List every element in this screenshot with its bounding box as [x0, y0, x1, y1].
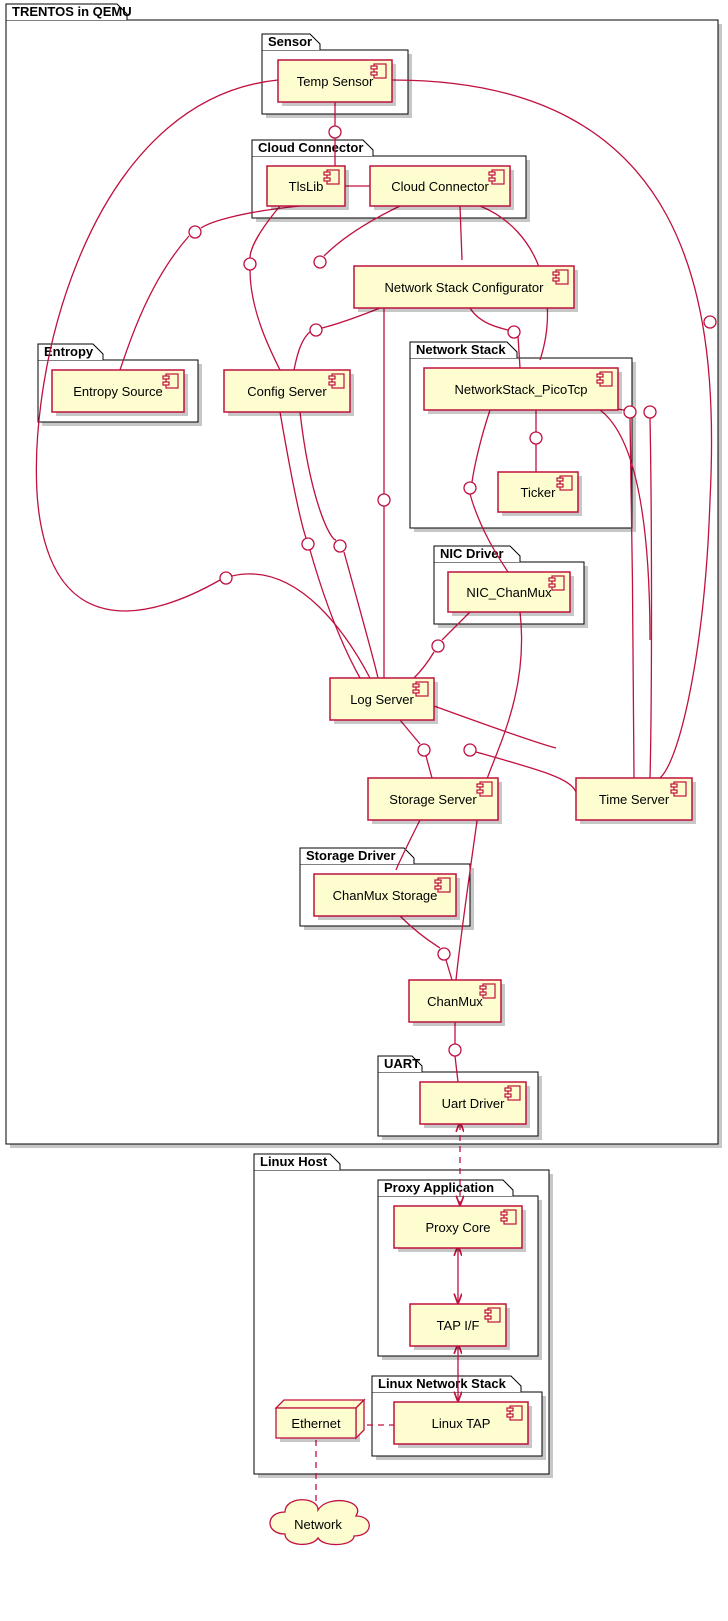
package-label: UART	[384, 1056, 420, 1071]
component-label: TlsLib	[289, 179, 324, 194]
node-ethernet: Ethernet	[276, 1400, 364, 1442]
component-label: Cloud Connector	[391, 179, 489, 194]
component-ticker: Ticker	[498, 472, 582, 516]
package-label: Proxy Application	[384, 1180, 494, 1195]
component-label: Ticker	[521, 485, 557, 500]
component-entropysrc: Entropy Source	[52, 370, 188, 416]
component-cfgserver: Config Server	[224, 370, 354, 416]
cloud-label: Network	[294, 1517, 342, 1532]
component-label: ChanMux	[427, 994, 483, 1009]
component-netcfg: Network Stack Configurator	[354, 266, 578, 312]
component-cloudconn_c: Cloud Connector	[370, 166, 514, 210]
component-tapif: TAP I/F	[410, 1304, 510, 1350]
component-label: Proxy Core	[425, 1220, 490, 1235]
component-label: Linux TAP	[432, 1416, 491, 1431]
package-label: Network Stack	[416, 342, 506, 357]
component-label: Uart Driver	[442, 1096, 506, 1111]
component-label: Log Server	[350, 692, 414, 707]
component-label: Network Stack Configurator	[385, 280, 545, 295]
component-label: Time Server	[599, 792, 670, 807]
component-label: NetworkStack_PicoTcp	[455, 382, 588, 397]
package-label: Sensor	[268, 34, 312, 49]
component-tempsensor: Temp Sensor	[278, 60, 396, 106]
package-label: Storage Driver	[306, 848, 396, 863]
component-diagram: TRENTOS in QEMU Sensor Cloud Connector Entr…	[0, 0, 728, 1621]
component-label: Config Server	[247, 384, 327, 399]
component-timeserver: Time Server	[576, 778, 696, 824]
component-uartdrv: Uart Driver	[420, 1082, 530, 1128]
component-label: Storage Server	[389, 792, 477, 807]
cloud-network: Network	[270, 1500, 369, 1545]
component-picotcp: NetworkStack_PicoTcp	[424, 368, 622, 414]
component-label: Entropy Source	[73, 384, 163, 399]
component-label: TAP I/F	[437, 1318, 480, 1333]
node-label: Ethernet	[291, 1416, 341, 1431]
package-label: Linux Host	[260, 1154, 328, 1169]
component-linuxtap: Linux TAP	[394, 1402, 532, 1448]
component-proxycore: Proxy Core	[394, 1206, 526, 1252]
component-chanmux: ChanMux	[409, 980, 505, 1026]
component-nicchanmux: NIC_ChanMux	[448, 572, 574, 616]
component-logserver: Log Server	[330, 678, 438, 724]
component-chanmuxstor: ChanMux Storage	[314, 874, 460, 920]
package-label: TRENTOS in QEMU	[12, 4, 132, 19]
package-label: Cloud Connector	[258, 140, 363, 155]
component-label: NIC_ChanMux	[466, 585, 552, 600]
component-label: ChanMux Storage	[333, 888, 438, 903]
component-tlslib: TlsLib	[267, 166, 349, 210]
package-label: Linux Network Stack	[378, 1376, 507, 1391]
component-storagesrv: Storage Server	[368, 778, 502, 824]
component-label: Temp Sensor	[297, 74, 374, 89]
